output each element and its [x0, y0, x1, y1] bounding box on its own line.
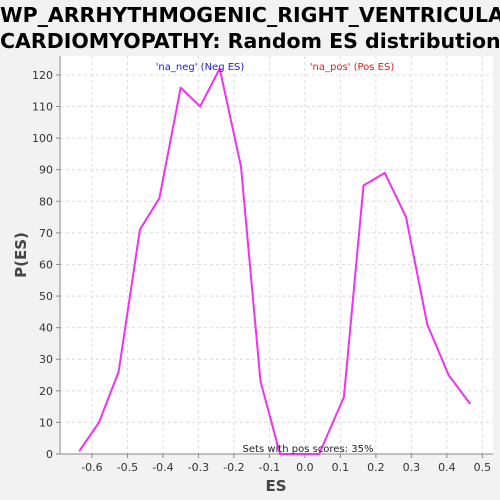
data-point [343, 396, 345, 398]
data-point [98, 421, 100, 424]
data-point [383, 172, 386, 174]
chart-title-line-1: WP_ARRHYTHMOGENIC_RIGHT_VENTRICULAR_ [0, 3, 500, 27]
data-point [78, 450, 81, 452]
chart-title: WP_ARRHYTHMOGENIC_RIGHT_VENTRICULAR_ CAR… [0, 0, 500, 54]
x-tick-label: -0.1 [259, 461, 280, 474]
data-point [318, 453, 320, 455]
data-point [298, 453, 301, 455]
data-point [240, 165, 242, 168]
data-point [469, 402, 471, 405]
x-tick-label: -0.4 [152, 461, 173, 474]
chart-title-line-2: CARDIOMYOPATHY: Random ES distribution [0, 29, 500, 53]
x-tick-label: 0.4 [438, 461, 456, 474]
y-tick-label: 10 [39, 416, 53, 429]
y-tick-label: 70 [39, 227, 53, 240]
y-tick-label: 100 [32, 132, 53, 145]
data-point [139, 228, 141, 231]
x-axis-label: ES [265, 477, 286, 495]
plot-area [60, 56, 493, 454]
data-point [218, 67, 221, 70]
series-layer [78, 67, 471, 455]
data-point [179, 86, 182, 89]
y-tick-label: 50 [39, 290, 53, 303]
data-point [117, 371, 120, 373]
es-distribution-line [78, 67, 471, 455]
tick-labels: 0 10 20 30 40 50 60 70 80 90 100 110 120 -0.6 -0.5 -0.4… [32, 69, 491, 474]
y-tick-label: 40 [39, 322, 53, 335]
data-point [405, 216, 407, 218]
x-tick-label: 0.0 [296, 461, 314, 474]
data-point [199, 105, 201, 108]
grid-lines [60, 56, 493, 455]
y-tick-label: 120 [32, 69, 53, 82]
x-tick-label: 0.5 [474, 461, 492, 474]
x-tick-label: -0.6 [81, 461, 102, 474]
y-tick-label: 0 [46, 448, 53, 461]
x-tick-label: -0.2 [223, 461, 244, 474]
axes [56, 56, 493, 458]
pos-scores-annotation: Sets with pos scores: 35% [243, 444, 374, 455]
x-tick-label: -0.3 [188, 461, 209, 474]
y-axis-label: P(ES) [12, 232, 30, 278]
data-point [362, 184, 365, 187]
y-tick-label: 80 [39, 195, 53, 208]
data-point [158, 197, 161, 199]
data-point [447, 374, 450, 376]
x-tick-label: -0.5 [117, 461, 138, 474]
y-tick-label: 30 [39, 353, 53, 366]
x-tick-label: 0.3 [403, 461, 421, 474]
y-tick-label: 20 [39, 385, 53, 398]
legend-pos-es: 'na_pos' (Pos ES) [310, 62, 395, 73]
x-tick-label: 0.1 [332, 461, 350, 474]
y-tick-label: 60 [39, 258, 53, 271]
y-tick-label: 110 [32, 101, 53, 114]
data-point [279, 453, 281, 455]
legend-neg-es: 'na_neg' (Neg ES) [156, 62, 245, 73]
data-point [426, 323, 429, 326]
y-tick-label: 90 [39, 164, 53, 177]
data-point [259, 380, 262, 383]
x-tick-label: 0.2 [367, 461, 385, 474]
